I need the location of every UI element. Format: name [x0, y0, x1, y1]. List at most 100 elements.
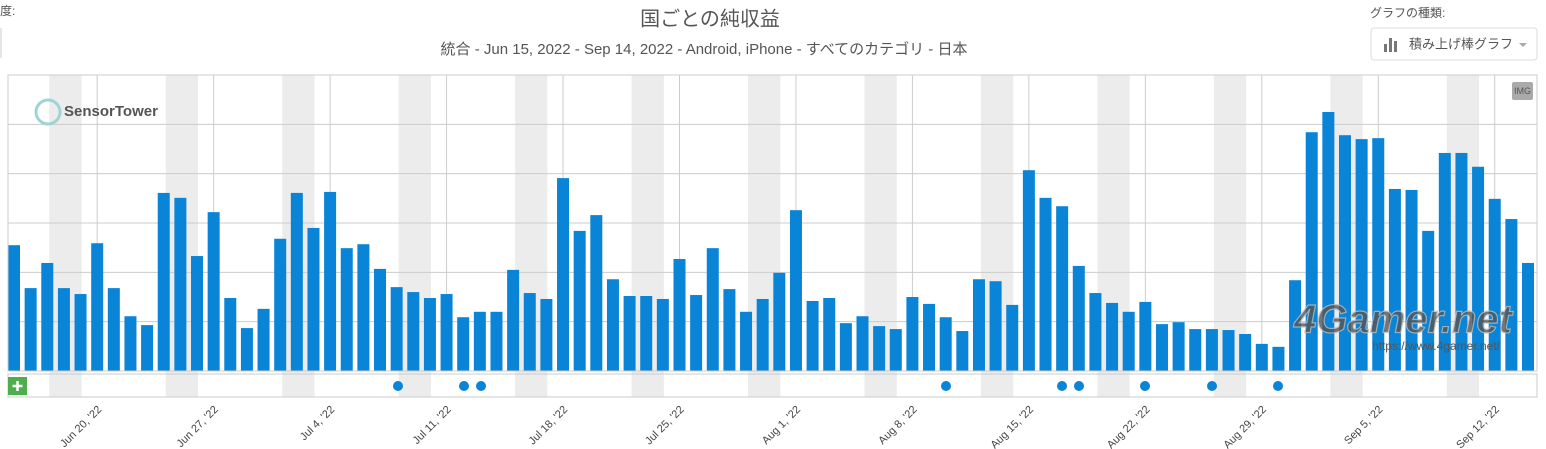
bar	[806, 300, 819, 371]
bar	[823, 297, 836, 371]
x-tick-label: Jul 18, '22	[527, 404, 571, 448]
bar	[1222, 330, 1235, 371]
x-tick-label: Sep 5, '22	[1342, 404, 1385, 447]
x-tick-label: Jul 25, '22	[643, 404, 687, 448]
bar	[74, 294, 87, 371]
bar	[1255, 343, 1268, 371]
bar	[956, 331, 969, 371]
logo: 4Gamer.net	[1293, 298, 1514, 342]
logo-url: https://www.4gamer.net/	[1372, 339, 1501, 353]
plus-icon	[12, 381, 23, 391]
bar	[1488, 198, 1501, 371]
bar	[1372, 138, 1385, 371]
bar	[889, 329, 902, 371]
chart-title: 国ごとの純収益	[640, 7, 780, 30]
bar	[1122, 311, 1135, 371]
bar	[1039, 197, 1052, 371]
bar	[1172, 322, 1185, 371]
bar	[91, 243, 104, 371]
x-tick-label: Jun 27, '22	[175, 404, 221, 449]
bar	[257, 308, 270, 371]
bar	[191, 256, 204, 371]
chart-type-icon	[1384, 38, 1397, 52]
bar	[307, 227, 320, 371]
bar	[1289, 280, 1302, 371]
bar	[1405, 189, 1418, 371]
bar	[706, 248, 719, 371]
bar	[756, 298, 769, 371]
x-tick-label: Aug 22, '22	[1105, 404, 1153, 449]
bar	[457, 317, 470, 371]
bar	[141, 325, 154, 371]
bar	[1139, 301, 1152, 371]
bar	[1006, 304, 1019, 371]
bar	[939, 317, 952, 371]
bar	[1189, 329, 1202, 371]
bar	[923, 303, 936, 371]
bar	[673, 259, 686, 371]
bar	[1355, 139, 1368, 371]
bar	[124, 316, 137, 371]
bar	[640, 296, 653, 371]
bar	[24, 288, 37, 371]
bar	[1239, 334, 1252, 371]
chart-subtitle: 統合 - Jun 15, 2022 - Sep 14, 2022 - Andro…	[441, 40, 968, 58]
bar	[989, 281, 1002, 371]
bar	[490, 311, 503, 371]
bar	[1438, 152, 1451, 371]
bar	[590, 215, 603, 371]
x-tick-label: Sep 12, '22	[1454, 404, 1502, 449]
bar	[357, 244, 370, 371]
bar	[1422, 230, 1435, 371]
bar	[1338, 135, 1351, 371]
bar	[407, 292, 420, 371]
bar	[540, 298, 553, 371]
img-button[interactable]	[1512, 82, 1533, 100]
bar	[290, 192, 303, 371]
bar	[107, 288, 120, 371]
bar	[374, 268, 387, 371]
bar	[789, 210, 802, 371]
bar	[623, 296, 636, 371]
bar	[1106, 302, 1119, 371]
bar	[873, 326, 886, 371]
bar	[157, 192, 170, 371]
left-label: 度:	[0, 3, 15, 18]
bar	[1089, 293, 1102, 371]
bar	[324, 191, 337, 371]
bar	[473, 311, 486, 371]
bar	[174, 197, 187, 371]
plot-border	[7, 74, 1538, 372]
bar	[224, 297, 237, 371]
bar	[1522, 262, 1534, 371]
event-markers	[393, 381, 1283, 391]
x-tick-label: Jun 20, '22	[58, 404, 104, 449]
bar	[740, 311, 753, 371]
chart-type-select[interactable]	[1370, 27, 1538, 61]
bar	[723, 289, 736, 371]
bar	[240, 328, 253, 371]
bar	[773, 272, 786, 371]
x-tick-label: Jul 4, '22	[298, 404, 337, 443]
x-tick-label: Aug 15, '22	[988, 404, 1036, 449]
bar	[557, 178, 570, 371]
watermark: SensorTower	[64, 103, 158, 120]
bar	[440, 294, 453, 371]
bar	[1155, 324, 1168, 371]
bar	[1205, 329, 1218, 371]
bar	[972, 279, 985, 371]
chart-type-value: 積み上げ棒グラフ	[1409, 36, 1513, 51]
bar	[1272, 346, 1285, 371]
bar	[1472, 166, 1485, 371]
bar	[1388, 188, 1401, 371]
bar	[1322, 112, 1335, 371]
bar	[906, 297, 919, 371]
bar	[1072, 265, 1085, 371]
bar	[1022, 170, 1035, 371]
bar	[523, 293, 536, 371]
bar	[573, 230, 586, 371]
x-tick-label: Aug 8, '22	[876, 404, 919, 447]
bar	[41, 262, 54, 371]
bar	[839, 323, 852, 371]
plot-area	[8, 74, 1537, 397]
